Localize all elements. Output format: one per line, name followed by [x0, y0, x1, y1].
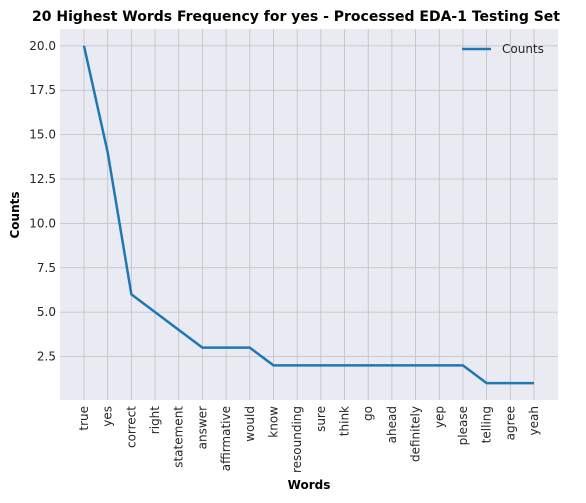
x-tick-label: go [361, 406, 375, 421]
x-tick-label: agree [503, 406, 517, 440]
x-tick-label: yeah [527, 406, 541, 435]
y-tick-label: 20.0 [29, 39, 56, 53]
x-tick-label: would [243, 406, 257, 442]
x-tick-label: correct [124, 406, 138, 448]
x-axis-ticks: true yes correct right statement answer affirm… [77, 406, 541, 473]
x-tick-label: think [338, 406, 352, 436]
y-axis-title: Counts [8, 191, 22, 238]
chart-title: 20 Highest Words Frequency for yes - Pro… [32, 9, 560, 25]
y-tick-label: 12.5 [29, 172, 56, 186]
x-axis-title: Words [288, 478, 331, 492]
x-tick-label: statement [172, 406, 186, 468]
x-tick-label: please [456, 406, 470, 445]
x-tick-label: true [77, 406, 91, 431]
legend: Counts [462, 42, 544, 56]
x-tick-label: yes [101, 406, 115, 427]
y-tick-label: 2.5 [37, 350, 56, 364]
y-tick-label: 15.0 [29, 128, 56, 142]
y-tick-label: 7.5 [37, 261, 56, 275]
x-tick-label: definitely [409, 406, 423, 462]
y-tick-label: 10.0 [29, 216, 56, 230]
plot-area [60, 29, 558, 400]
x-tick-label: right [148, 406, 162, 434]
y-tick-label: 5.0 [37, 305, 56, 319]
x-tick-label: answer [195, 406, 209, 449]
y-tick-label: 17.5 [29, 83, 56, 97]
legend-label: Counts [502, 42, 544, 56]
y-axis-ticks: 2.5 5.0 7.5 10.0 12.5 15.0 17.5 20.0 [29, 39, 56, 364]
x-tick-label: yep [432, 406, 446, 428]
x-tick-label: affirmative [219, 406, 233, 471]
x-tick-label: resounding [290, 406, 304, 473]
x-tick-label: ahead [385, 406, 399, 443]
grid-lines [60, 29, 558, 400]
series-layer [82, 45, 535, 385]
x-tick-label: sure [314, 406, 328, 432]
x-tick-label: know [266, 406, 280, 438]
x-tick-label: telling [480, 406, 494, 443]
series-line-counts [82, 45, 534, 385]
